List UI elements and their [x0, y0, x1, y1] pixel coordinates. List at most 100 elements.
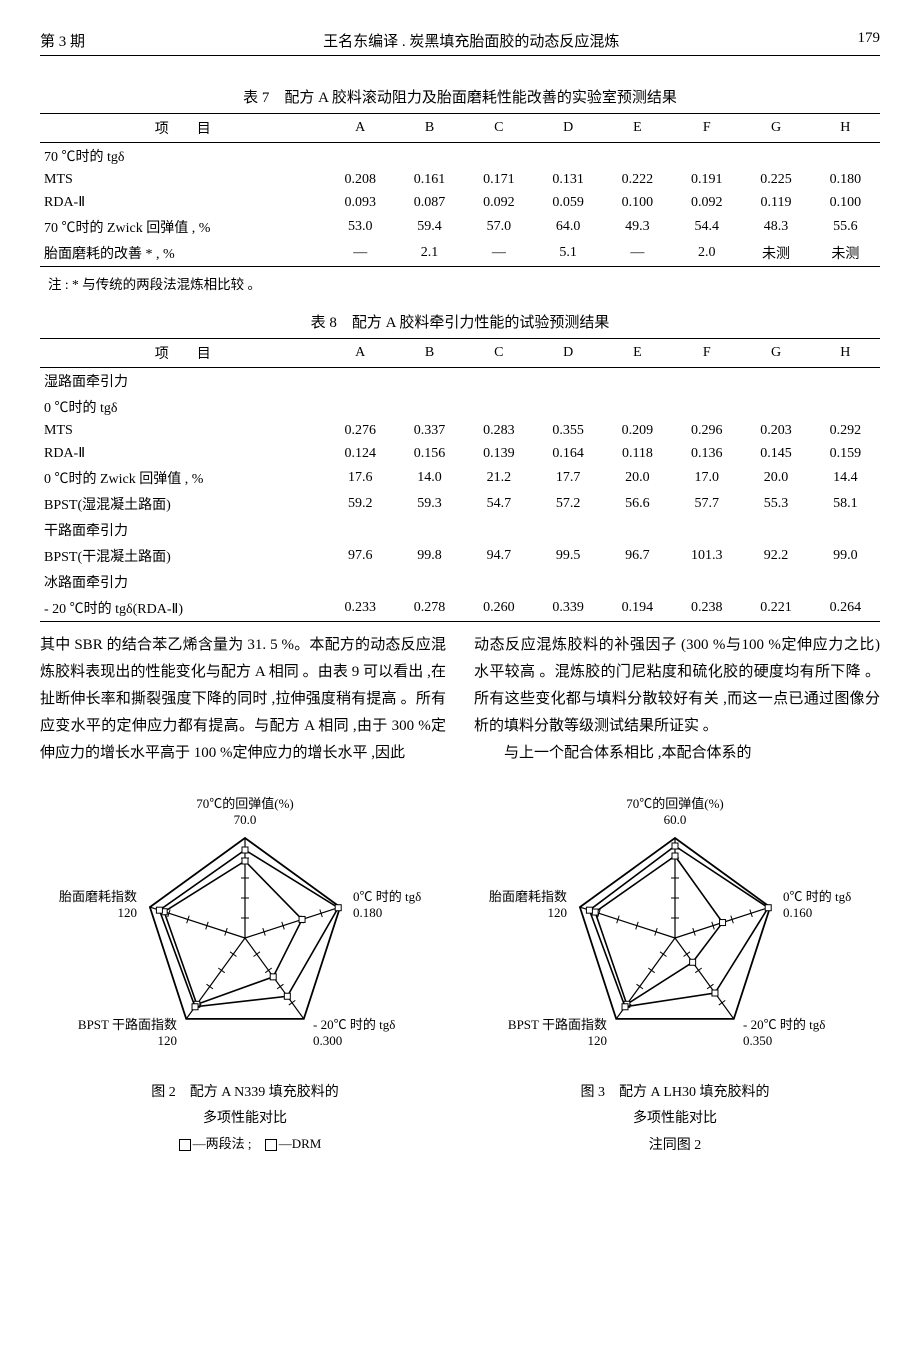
svg-text:70.0: 70.0 [234, 812, 257, 827]
cell [603, 517, 672, 543]
cell: — [326, 240, 395, 267]
cell: 54.7 [464, 491, 533, 517]
cell: 0.092 [464, 191, 533, 214]
cell [811, 143, 880, 170]
table-row: 0 ℃时的 tgδ [40, 394, 880, 420]
svg-text:BPST 干路面指数: BPST 干路面指数 [508, 1017, 607, 1032]
table-row: RDA-Ⅱ0.0930.0870.0920.0590.1000.0920.119… [40, 191, 880, 214]
svg-text:120: 120 [158, 1033, 178, 1048]
charts-row: 70℃的回弹值(%)70.00℃ 时的 tgδ0.180- 20℃ 时的 tgδ… [40, 773, 880, 1157]
col-header: A [326, 339, 395, 368]
table-row: - 20 ℃时的 tgδ(RDA-Ⅱ)0.2330.2780.2600.3390… [40, 595, 880, 622]
row-label: RDA-Ⅱ [40, 442, 326, 465]
table-row: 0 ℃时的 Zwick 回弹值 , %17.614.021.217.720.01… [40, 465, 880, 491]
cell [741, 143, 810, 170]
cell [672, 368, 741, 395]
cell [811, 368, 880, 395]
cell: 0.264 [811, 595, 880, 622]
cell: 0.087 [395, 191, 464, 214]
fig2-caption2: 多项性能对比 [40, 1108, 450, 1130]
cell [741, 517, 810, 543]
cell [464, 394, 533, 420]
cell: 5.1 [533, 240, 602, 267]
body-col1: 其中 SBR 的结合苯乙烯含量为 31. 5 %。本配方的动态反应混炼胶料表现出… [40, 632, 446, 767]
col-header: H [811, 339, 880, 368]
col-header: E [603, 339, 672, 368]
cell [741, 569, 810, 595]
cell: 0.161 [395, 169, 464, 191]
table-row: 胎面磨耗的改善 * , %—2.1—5.1—2.0未测未测 [40, 240, 880, 267]
col-header: D [533, 339, 602, 368]
cell: 99.8 [395, 543, 464, 569]
table-row: 70 ℃时的 Zwick 回弹值 , %53.059.457.064.049.3… [40, 214, 880, 240]
table7-title: 表 7 配方 A 胶料滚动阻力及胎面磨耗性能改善的实验室预测结果 [40, 86, 880, 107]
svg-text:胎面磨耗指数: 胎面磨耗指数 [489, 889, 567, 904]
svg-text:120: 120 [118, 905, 138, 920]
cell [326, 517, 395, 543]
cell: 57.0 [464, 214, 533, 240]
row-label: BPST(湿混凝土路面) [40, 491, 326, 517]
row-label: RDA-Ⅱ [40, 191, 326, 214]
table-row: MTS0.2080.1610.1710.1310.2220.1910.2250.… [40, 169, 880, 191]
cell: 97.6 [326, 543, 395, 569]
svg-text:0℃ 时的 tgδ: 0℃ 时的 tgδ [783, 889, 851, 904]
cell: 0.225 [741, 169, 810, 191]
fig3-caption1: 图 3 配方 A LH30 填充胶料的 [470, 1082, 880, 1104]
row-label: 湿路面牵引力 [40, 368, 326, 395]
cell: 48.3 [741, 214, 810, 240]
svg-text:60.0: 60.0 [664, 812, 687, 827]
row-label: 0 ℃时的 Zwick 回弹值 , % [40, 465, 326, 491]
table8: 项 目ABCDEFGH 湿路面牵引力0 ℃时的 tgδMTS0.2760.337… [40, 338, 880, 622]
cell [672, 143, 741, 170]
col-header: C [464, 339, 533, 368]
cell [395, 517, 464, 543]
table8-title: 表 8 配方 A 胶料牵引力性能的试验预测结果 [40, 311, 880, 332]
svg-text:70℃的回弹值(%): 70℃的回弹值(%) [626, 796, 724, 811]
cell: 0.355 [533, 420, 602, 442]
cell: 0.118 [603, 442, 672, 465]
cell: 0.203 [741, 420, 810, 442]
cell: 0.292 [811, 420, 880, 442]
cell: 99.0 [811, 543, 880, 569]
fig2-caption1: 图 2 配方 A N339 填充胶料的 [40, 1082, 450, 1104]
cell [533, 394, 602, 420]
cell: 59.2 [326, 491, 395, 517]
row-label: 0 ℃时的 tgδ [40, 394, 326, 420]
col-header: E [603, 114, 672, 143]
table7: 项 目ABCDEFGH 70 ℃时的 tgδMTS0.2080.1610.171… [40, 113, 880, 267]
cell [533, 143, 602, 170]
svg-text:120: 120 [548, 905, 568, 920]
table-row: MTS0.2760.3370.2830.3550.2090.2960.2030.… [40, 420, 880, 442]
svg-text:70℃的回弹值(%): 70℃的回弹值(%) [196, 796, 294, 811]
cell: 17.6 [326, 465, 395, 491]
cell: 2.0 [672, 240, 741, 267]
fig2-legend: —两段法 ; —DRM [40, 1133, 450, 1152]
row-label: 70 ℃时的 Zwick 回弹值 , % [40, 214, 326, 240]
cell [811, 569, 880, 595]
cell: 57.7 [672, 491, 741, 517]
cell: 101.3 [672, 543, 741, 569]
row-label: BPST(干混凝土路面) [40, 543, 326, 569]
row-label: MTS [40, 420, 326, 442]
cell [533, 368, 602, 395]
cell [326, 394, 395, 420]
cell: 0.221 [741, 595, 810, 622]
page-number: 179 [858, 30, 881, 51]
col-header: G [741, 339, 810, 368]
cell: 0.278 [395, 595, 464, 622]
cell: 0.208 [326, 169, 395, 191]
cell: 55.3 [741, 491, 810, 517]
cell [326, 143, 395, 170]
col-header: F [672, 114, 741, 143]
svg-text:BPST 干路面指数: BPST 干路面指数 [78, 1017, 177, 1032]
cell: 14.0 [395, 465, 464, 491]
cell: 0.339 [533, 595, 602, 622]
col-header: F [672, 339, 741, 368]
cell: 17.0 [672, 465, 741, 491]
legend-square-icon [265, 1139, 277, 1151]
cell [811, 394, 880, 420]
cell [603, 394, 672, 420]
cell [395, 368, 464, 395]
col-header: B [395, 339, 464, 368]
cell [395, 143, 464, 170]
